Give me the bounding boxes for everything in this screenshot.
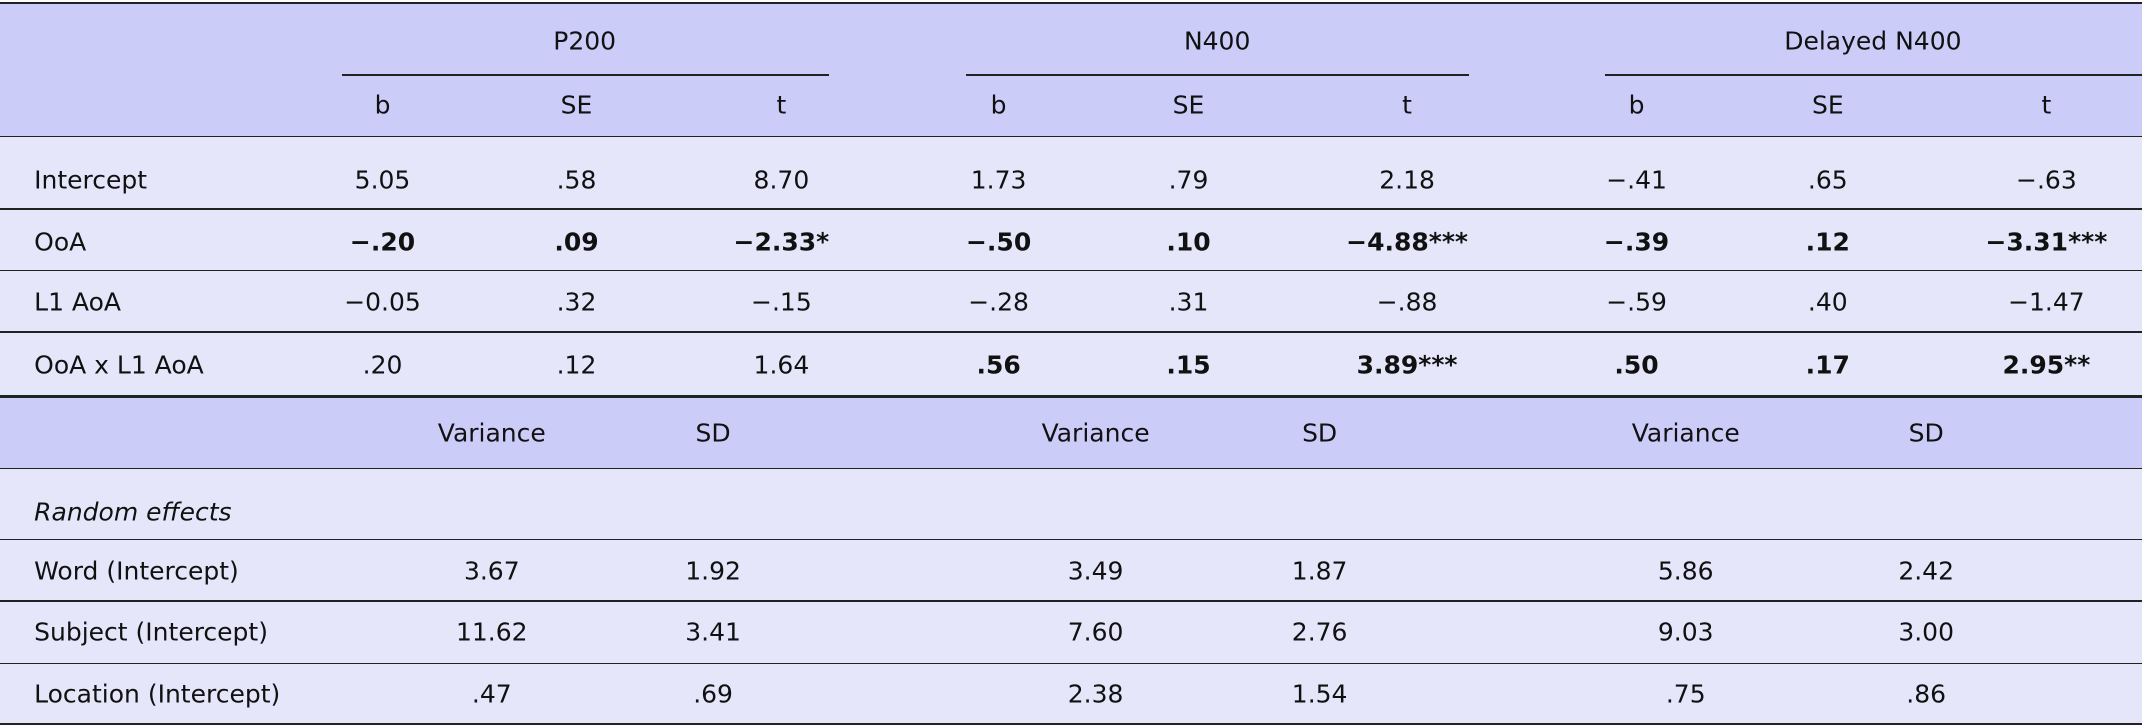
cell: .17 — [1805, 350, 1850, 380]
rule — [0, 331, 2142, 333]
row-band — [0, 468, 2142, 725]
cell: .79 — [1168, 165, 1209, 195]
rule — [1605, 74, 2142, 76]
column-header: Variance — [1041, 418, 1150, 448]
column-header: SD — [1302, 418, 1338, 448]
cell: 3.89*** — [1356, 350, 1458, 380]
cell: 7.60 — [1067, 617, 1124, 647]
column-header: SE — [560, 90, 593, 120]
row-label: Subject (Intercept) — [34, 617, 268, 647]
rule — [0, 269, 2142, 272]
cell: 3.67 — [463, 556, 520, 586]
column-header: b — [990, 90, 1007, 120]
cell: −3.31*** — [1985, 227, 2108, 257]
cell: 2.18 — [1379, 165, 1435, 195]
cell: .86 — [1906, 679, 1947, 709]
row-label: Intercept — [34, 165, 148, 195]
rule — [0, 723, 2142, 726]
rule — [965, 74, 1469, 76]
cell: 5.05 — [354, 165, 411, 195]
cell: −.20 — [349, 227, 416, 257]
row-label: OoA x L1 AoA — [34, 350, 204, 380]
column-header: t — [1402, 90, 1412, 120]
column-header: Variance — [437, 418, 546, 448]
cell: −.88 — [1376, 287, 1438, 317]
cell: .20 — [362, 350, 403, 380]
cell: .65 — [1807, 165, 1848, 195]
group-header: N400 — [1183, 26, 1251, 56]
cell: 3.00 — [1898, 617, 1954, 647]
section-label: Random effects — [34, 497, 232, 527]
cell: −4.88*** — [1346, 227, 1468, 257]
cell: −.41 — [1606, 165, 1667, 195]
cell: 5.86 — [1657, 556, 1714, 586]
cell: .31 — [1168, 287, 1209, 317]
row-band — [0, 136, 2142, 397]
cell: 1.64 — [753, 350, 810, 380]
row-band — [0, 2, 2142, 137]
cell: .56 — [976, 350, 1021, 380]
cell: .10 — [1166, 227, 1211, 257]
cell: .40 — [1807, 287, 1848, 317]
row-label: OoA — [34, 227, 87, 257]
cell: 9.03 — [1657, 617, 1714, 647]
cell: 3.41 — [685, 617, 741, 647]
cell: .15 — [1166, 350, 1211, 380]
cell: −1.47 — [2008, 287, 2085, 317]
row-label: L1 AoA — [34, 287, 121, 317]
cell: .50 — [1614, 350, 1659, 380]
cell: 2.76 — [1291, 617, 1348, 647]
cell: .12 — [556, 350, 597, 380]
rule — [0, 663, 2142, 665]
cell: 11.62 — [455, 617, 528, 647]
cell: 1.54 — [1291, 679, 1348, 709]
cell: .58 — [556, 165, 597, 195]
column-header: t — [776, 90, 787, 120]
rule — [341, 74, 830, 76]
cell: 2.95** — [2002, 350, 2091, 380]
cell: 3.49 — [1067, 556, 1124, 586]
group-header: P200 — [553, 26, 617, 56]
rule — [0, 208, 2142, 210]
cell: 2.38 — [1067, 679, 1124, 709]
cell: 1.87 — [1291, 556, 1348, 586]
cell: 8.70 — [753, 165, 810, 195]
rule — [0, 1, 2142, 4]
row-label: Location (Intercept) — [34, 679, 281, 709]
rule — [0, 394, 2142, 398]
column-header: t — [2041, 90, 2052, 120]
column-header: Variance — [1631, 418, 1740, 448]
rule — [0, 538, 2142, 541]
cell: 1.73 — [970, 165, 1027, 195]
cell: 2.42 — [1898, 556, 1954, 586]
column-header: SD — [695, 418, 731, 448]
column-header: SD — [1908, 418, 1944, 448]
row-label: Word (Intercept) — [34, 556, 239, 586]
cell: .09 — [554, 227, 599, 257]
cell: −.15 — [751, 287, 812, 317]
cell: −.59 — [1606, 287, 1667, 317]
cell: .69 — [693, 679, 733, 709]
cell: −2.33* — [733, 227, 830, 257]
cell: −0.05 — [344, 287, 421, 317]
column-header: SE — [1172, 90, 1205, 120]
column-header: b — [1628, 90, 1645, 120]
cell: −.28 — [968, 287, 1029, 317]
cell: .75 — [1665, 679, 1706, 709]
rule — [0, 467, 2142, 470]
rule — [0, 600, 2142, 602]
rule — [0, 135, 2142, 138]
cell: .12 — [1805, 227, 1850, 257]
cell: −.63 — [2016, 165, 2077, 195]
group-header: Delayed N400 — [1784, 26, 1962, 56]
cell: .32 — [556, 287, 597, 317]
row-band — [0, 396, 2142, 469]
cell: −.39 — [1603, 227, 1670, 257]
column-header: SE — [1811, 90, 1844, 120]
cell: .47 — [471, 679, 512, 709]
cell: 1.92 — [685, 556, 741, 586]
cell: −.50 — [965, 227, 1032, 257]
column-header: b — [374, 90, 391, 120]
